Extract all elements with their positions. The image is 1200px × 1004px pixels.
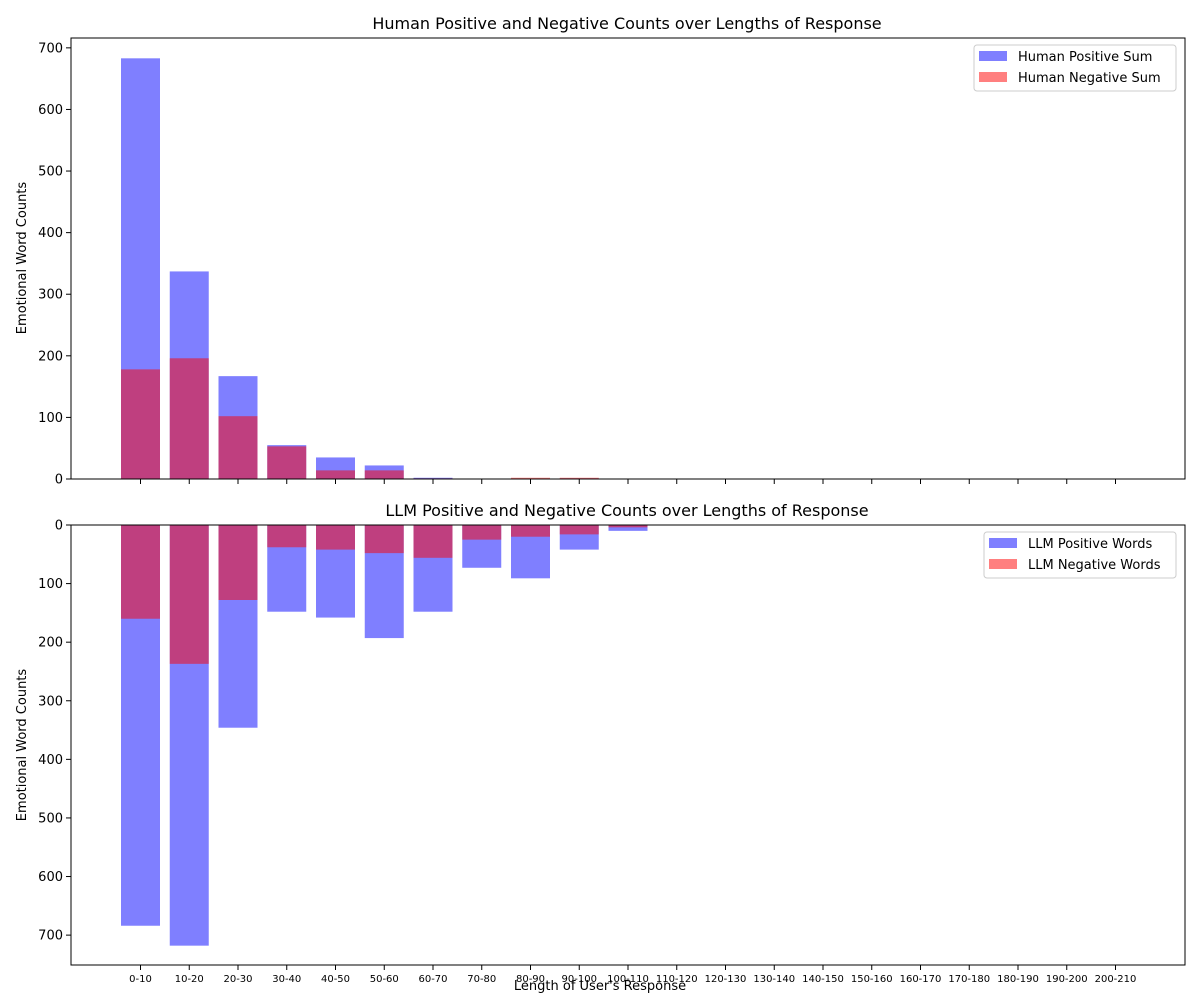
y-tick-label: 600 (38, 103, 63, 118)
negative-bar-70-80 (462, 525, 502, 540)
y-tick-label: 600 (38, 870, 63, 885)
x-ticks: 0-10 10-20 20-30 30-40 40-50 50-60 60-70 70-80 8… (129, 965, 1136, 985)
y-tick-label: 500 (38, 165, 63, 180)
negative-bar-20-30 (218, 416, 258, 479)
x-tick-label: 130-140 (753, 974, 795, 985)
y-tick-label: 100 (38, 577, 63, 592)
x-tick-label: 140-150 (802, 974, 844, 985)
human-chart-panel: Human Positive and Negative Counts over … (15, 14, 1186, 488)
x-tick-label: 100-110 (607, 974, 649, 985)
x-tick-label: 20-30 (223, 974, 252, 985)
legend-box (973, 44, 1177, 92)
legend-swatch-positive (979, 51, 1007, 61)
x-tick-label: 30-40 (272, 974, 301, 985)
x-tick-label: 70-80 (467, 974, 496, 985)
x-tick-label: 110-120 (656, 974, 698, 985)
legend: LLM Positive Words LLM Negative Words (983, 531, 1177, 579)
negative-bar-0-10 (121, 525, 160, 619)
y-tick-label: 200 (38, 349, 63, 364)
legend-swatch-negative (979, 72, 1007, 82)
y-ticks: 0 100 200 300 400 500 600 700 (38, 41, 71, 488)
x-tick-label: 160-170 (900, 974, 942, 985)
y-tick-label: 400 (38, 226, 63, 241)
negative-bar-30-40 (267, 525, 307, 548)
y-axis-label: Emotional Word Counts (15, 182, 30, 335)
negative-bar-40-50 (316, 525, 355, 550)
negative-bar-50-60 (364, 470, 404, 479)
x-tick-label: 200-210 (1095, 974, 1137, 985)
negative-bar-50-60 (364, 525, 404, 554)
y-tick-label: 0 (55, 473, 63, 488)
chart-title: Human Positive and Negative Counts over … (372, 14, 881, 33)
legend-label-negative: Human Negative Sum (1018, 71, 1161, 86)
legend-label-positive: LLM Positive Words (1028, 537, 1152, 552)
x-tick-label: 60-70 (418, 974, 447, 985)
legend-swatch-positive (989, 538, 1017, 548)
x-tick-label: 80-90 (516, 974, 545, 985)
negative-bar-20-30 (218, 525, 258, 600)
x-tick-label: 150-160 (851, 974, 893, 985)
x-tick-label: 10-20 (175, 974, 204, 985)
x-tick-label: 180-190 (997, 974, 1039, 985)
positive-bar-100-110 (608, 525, 648, 531)
y-axis-label: Emotional Word Counts (15, 669, 30, 822)
negative-bar-80-90 (511, 525, 550, 537)
llm-chart-panel: LLM Positive and Negative Counts over Le… (15, 501, 1186, 985)
y-tick-label: 500 (38, 811, 63, 826)
y-tick-label: 300 (38, 288, 63, 303)
bars-layer (121, 525, 648, 946)
negative-bar-100-110 (608, 525, 648, 528)
legend-label-positive: Human Positive Sum (1018, 50, 1152, 65)
negative-bar-90-100 (559, 525, 599, 535)
chart-title: LLM Positive and Negative Counts over Le… (385, 501, 868, 520)
y-tick-label: 300 (38, 694, 63, 709)
negative-bar-90-100 (559, 477, 599, 479)
negative-bar-0-10 (121, 369, 160, 479)
y-tick-label: 100 (38, 411, 63, 426)
legend-label-negative: LLM Negative Words (1028, 558, 1161, 573)
negative-bar-10-20 (169, 358, 209, 479)
x-tick-label: 120-130 (705, 974, 747, 985)
y-tick-label: 400 (38, 753, 63, 768)
x-ticks (140, 479, 1116, 484)
y-tick-label: 700 (38, 41, 63, 56)
negative-bar-60-70 (413, 525, 453, 558)
legend: Human Positive Sum Human Negative Sum (973, 44, 1177, 92)
y-ticks: 0 100 200 300 400 500 600 700 (38, 519, 71, 944)
legend-swatch-negative (989, 559, 1017, 569)
negative-bar-30-40 (267, 446, 307, 479)
negative-bar-80-90 (511, 477, 550, 479)
negative-bar-40-50 (316, 470, 355, 479)
x-tick-label: 40-50 (321, 974, 350, 985)
x-axis-label: Length of User's Response (514, 979, 686, 994)
y-tick-label: 0 (55, 519, 63, 534)
y-tick-label: 200 (38, 636, 63, 651)
x-tick-label: 170-180 (948, 974, 990, 985)
y-tick-label: 700 (38, 929, 63, 944)
bars-layer (121, 58, 599, 480)
x-tick-label: 190-200 (1046, 974, 1088, 985)
x-tick-label: 50-60 (370, 974, 399, 985)
negative-bar-10-20 (169, 525, 209, 664)
legend-box (983, 531, 1177, 579)
x-tick-label: 0-10 (129, 974, 152, 985)
x-tick-label: 90-100 (562, 974, 597, 985)
